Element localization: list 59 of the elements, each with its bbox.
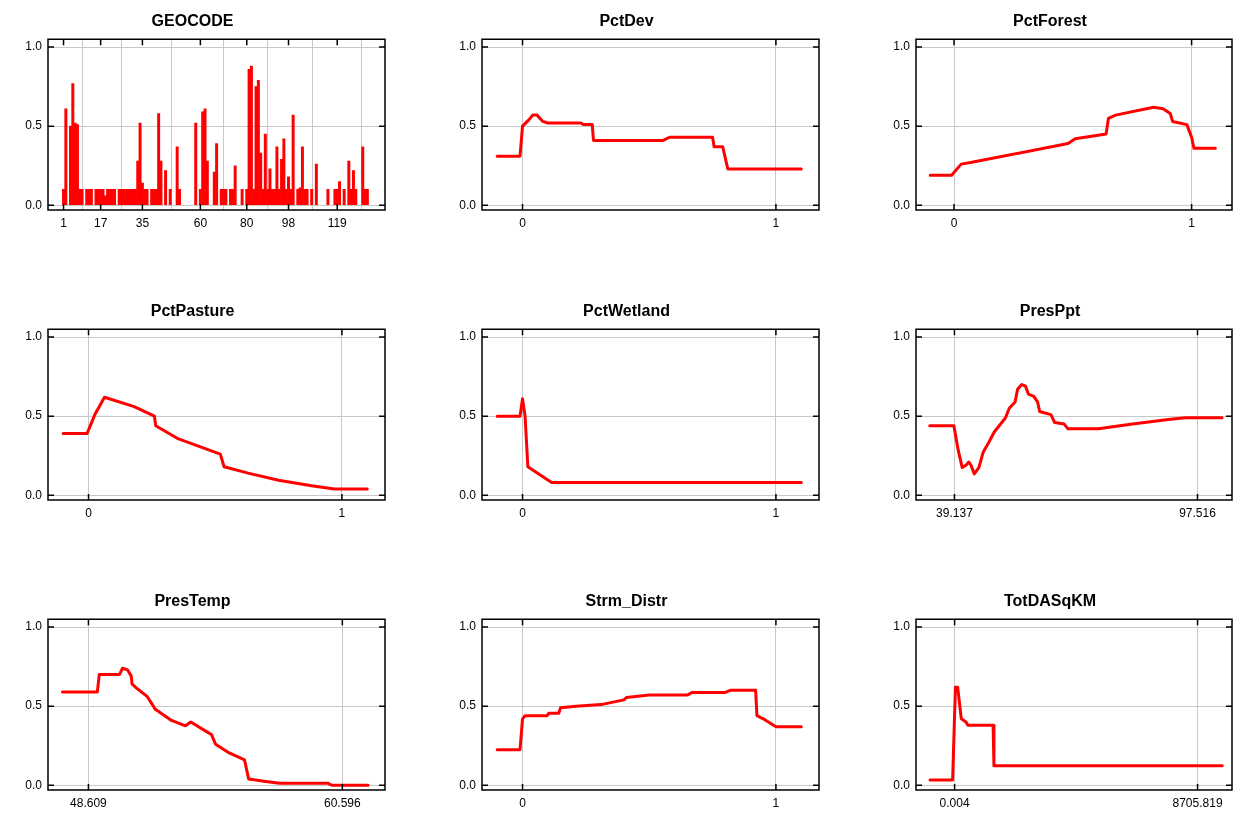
x-tick-label: 48.609 <box>70 795 108 810</box>
y-tick-label: 0.0 <box>459 197 477 212</box>
y-tick-label: 1.0 <box>459 329 477 344</box>
y-tick-label: 0.5 <box>893 118 911 133</box>
x-tick-label: 0 <box>519 505 527 520</box>
x-tick-label: 0 <box>950 215 958 230</box>
x-tick-label: 17 <box>93 215 108 230</box>
chart-title: GEOCODE <box>151 12 234 30</box>
chart-title: PctForest <box>1013 12 1088 30</box>
y-tick-label: 0.5 <box>893 698 911 713</box>
y-tick-label: 1.0 <box>893 619 911 634</box>
chart-title: TotDASqKM <box>1003 592 1097 610</box>
chart-title: PresPpt <box>1019 302 1081 320</box>
chart-title: PctDev <box>599 12 654 30</box>
y-tick-label: 1.0 <box>893 329 911 344</box>
y-tick-label: 1.0 <box>25 619 43 634</box>
x-tick-label: 60 <box>193 215 208 230</box>
y-tick-label: 0.0 <box>893 487 911 502</box>
y-tick-label: 0.0 <box>25 777 43 792</box>
y-tick-label: 0.0 <box>893 197 911 212</box>
y-tick-label: 0.0 <box>25 487 43 502</box>
x-tick-label: 0 <box>519 215 527 230</box>
x-tick-label: 1 <box>1188 215 1196 230</box>
y-tick-label: 0.5 <box>25 408 43 423</box>
x-tick-label: 39.137 <box>936 505 974 520</box>
x-tick-label: 8705.819 <box>1172 795 1223 810</box>
y-tick-label: 0.0 <box>893 777 911 792</box>
x-tick-label: 119 <box>327 215 348 230</box>
y-tick-label: 0.5 <box>459 118 477 133</box>
y-tick-label: 1.0 <box>25 39 43 54</box>
x-tick-label: 1 <box>772 795 780 810</box>
chart-title: PctPasture <box>150 302 235 320</box>
y-tick-label: 1.0 <box>25 329 43 344</box>
chart-title: PresTemp <box>154 592 231 610</box>
x-tick-label: 35 <box>135 215 150 230</box>
y-tick-label: 0.0 <box>459 777 477 792</box>
chart-title: Strm_Distr <box>585 592 668 610</box>
y-tick-label: 0.5 <box>25 698 43 713</box>
y-tick-label: 0.0 <box>25 197 43 212</box>
y-tick-label: 0.5 <box>893 408 911 423</box>
y-tick-label: 1.0 <box>893 39 911 54</box>
x-tick-label: 98 <box>281 215 296 230</box>
y-tick-label: 1.0 <box>459 619 477 634</box>
x-tick-label: 0.004 <box>939 795 970 810</box>
y-tick-label: 0.0 <box>459 487 477 502</box>
x-tick-label: 1 <box>60 215 68 230</box>
chart-title: PctWetland <box>583 302 670 320</box>
x-tick-label: 97.516 <box>1179 505 1217 520</box>
x-tick-label: 0 <box>519 795 527 810</box>
y-tick-label: 0.5 <box>459 698 477 713</box>
x-tick-label: 1 <box>338 505 346 520</box>
x-tick-label: 1 <box>772 505 780 520</box>
x-tick-label: 80 <box>240 215 254 230</box>
y-tick-label: 1.0 <box>459 39 477 54</box>
y-tick-label: 0.5 <box>25 118 43 133</box>
x-tick-label: 1 <box>772 215 780 230</box>
y-tick-label: 0.5 <box>459 408 477 423</box>
x-tick-label: 0 <box>85 505 93 520</box>
x-tick-label: 60.596 <box>323 795 362 810</box>
